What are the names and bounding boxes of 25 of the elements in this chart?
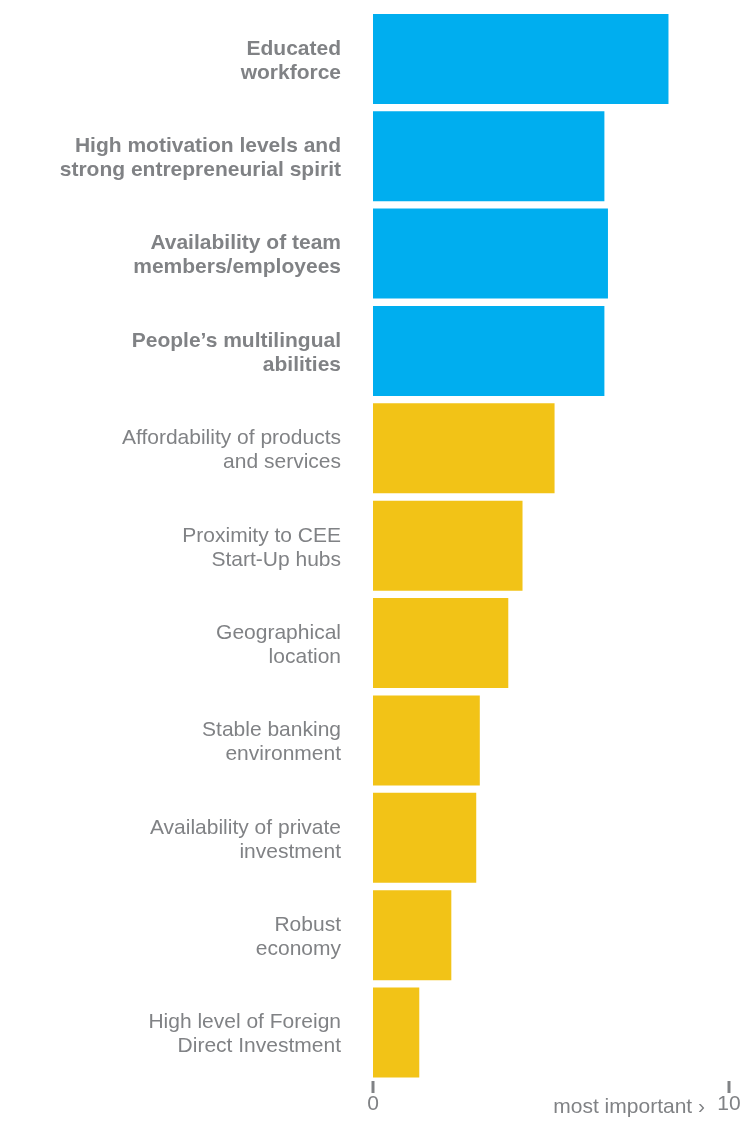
y-tick-label: Stable banking environment — [202, 716, 342, 764]
bar — [373, 695, 480, 786]
bar — [373, 598, 509, 689]
y-tick-label: High level of Foreign Direct Investment — [148, 1008, 342, 1056]
bar — [373, 208, 608, 299]
y-tick-label: Geographical location — [216, 619, 341, 667]
bar — [373, 890, 452, 981]
x-tick-label: 10 — [717, 1090, 741, 1114]
bar — [373, 111, 605, 202]
y-tick-label: Proximity to CEE Start-Up hubs — [182, 522, 341, 569]
bar — [373, 305, 605, 396]
bar — [373, 500, 523, 591]
bar — [373, 792, 477, 883]
x-axis-title: most important › — [553, 1094, 705, 1117]
bar — [373, 403, 555, 494]
y-tick-label: High motivation levels and strong entrepreneurial spirit — [59, 132, 341, 180]
y-tick-label: Robust economy — [255, 911, 342, 959]
y-tick-label: Availability of team members/employees — [133, 229, 341, 277]
y-tick-label: Educated workforce — [239, 35, 341, 83]
bar — [373, 987, 420, 1078]
y-tick-label: People’s multilingual abilities — [131, 327, 341, 375]
y-tick-label: Affordability of products and services — [121, 424, 341, 472]
x-tick-label: 0 — [367, 1090, 379, 1114]
y-tick-label: Availability of private investment — [149, 814, 342, 862]
bar — [373, 13, 669, 104]
